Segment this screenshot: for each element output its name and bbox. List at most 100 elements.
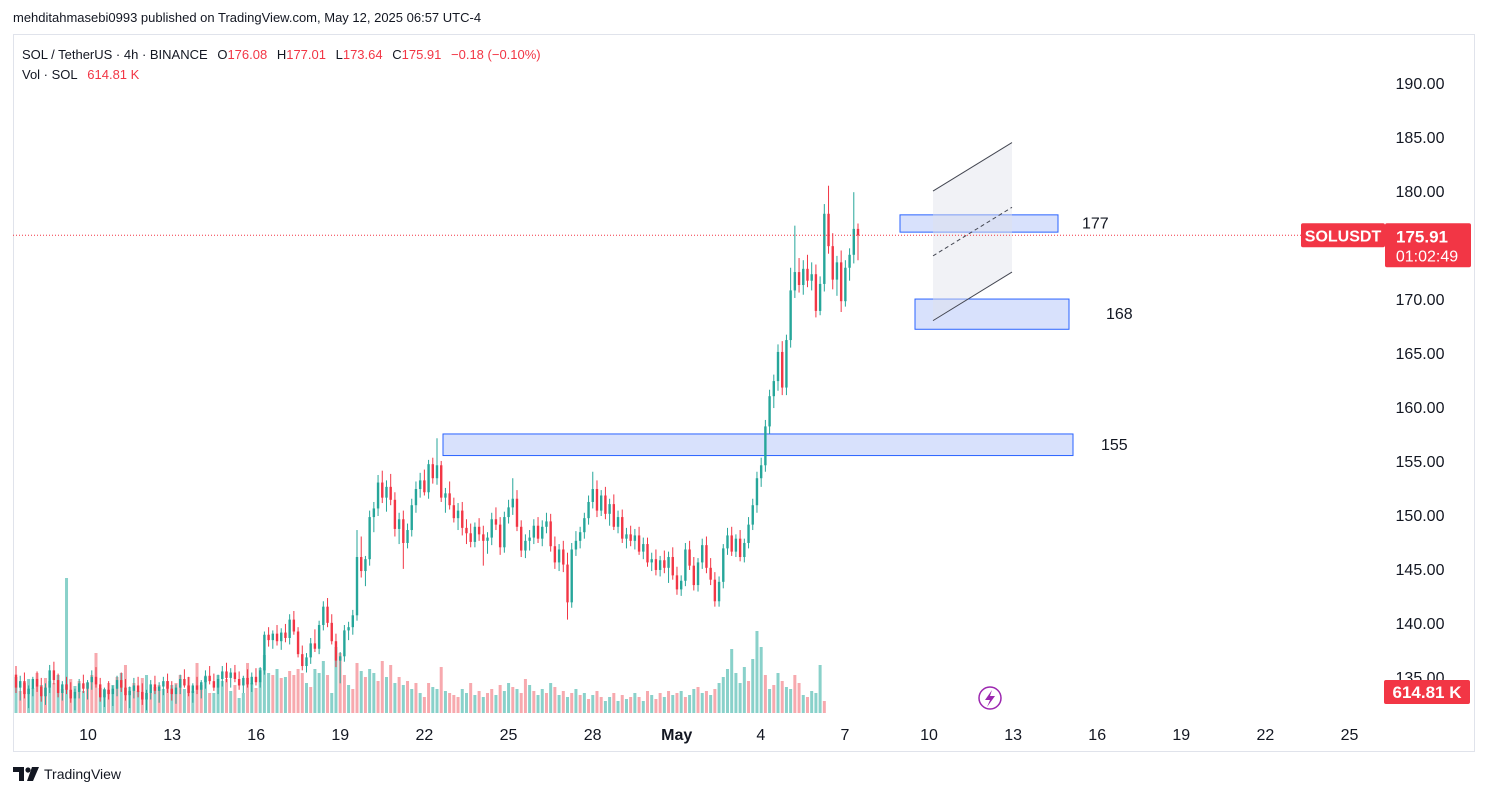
candle (40, 677, 43, 702)
candle-body (435, 465, 439, 479)
candle-body (839, 262, 843, 302)
price-axis-tick: 190.00 (1396, 76, 1445, 93)
volume-bar (334, 647, 338, 713)
volume-bar (747, 681, 751, 713)
chart-frame[interactable] (13, 34, 1475, 752)
candle (360, 536, 363, 578)
candle-body (212, 681, 216, 688)
candle-body (507, 507, 510, 518)
volume-bar (721, 677, 725, 713)
change-value: −0.18 (−0.10%) (451, 47, 541, 62)
candle-body (785, 340, 788, 388)
candle-body (629, 534, 632, 541)
candle-body (200, 682, 203, 690)
candle (195, 676, 199, 695)
candle-body (288, 619, 291, 638)
price-axis-tick: 140.00 (1396, 616, 1445, 633)
candle (696, 558, 700, 592)
volume-bar (536, 695, 540, 713)
candle (69, 682, 72, 703)
candle (166, 673, 169, 694)
candle (14, 666, 18, 694)
candle-body (397, 519, 401, 529)
candle-body (823, 213, 826, 284)
candle-body (818, 283, 822, 311)
volume-bar (641, 701, 645, 713)
candle-body (115, 680, 119, 689)
symbol-description[interactable]: SOL / TetherUS · 4h · BINANCE (22, 47, 208, 62)
volume-bar (182, 689, 186, 713)
symbol-tag-bg (1301, 223, 1385, 248)
candle (844, 260, 847, 307)
volume-bar (376, 681, 380, 713)
candle (284, 623, 287, 643)
price-axis-tick: 170.00 (1396, 292, 1445, 309)
candle-body (427, 464, 430, 493)
candle-body (355, 557, 359, 616)
volume-bar (14, 677, 18, 713)
support-resistance-zone[interactable] (442, 433, 1074, 457)
support-resistance-zone[interactable] (899, 214, 1059, 233)
candle-body (667, 557, 670, 568)
candle-body (86, 682, 89, 689)
candle (852, 192, 855, 264)
candle-body (233, 672, 237, 679)
symbol-tag[interactable]: SOLUSDT (1305, 228, 1382, 245)
candle-body (145, 693, 148, 700)
candle (667, 551, 670, 583)
candle (326, 598, 329, 628)
candle-body (166, 681, 169, 689)
zone-label: 168 (1106, 306, 1133, 323)
lightning-icon[interactable] (978, 686, 1002, 710)
candle (785, 334, 788, 396)
channel-upper-line[interactable] (932, 142, 1013, 192)
candle (722, 544, 725, 589)
candle-body (65, 684, 68, 690)
support-resistance-zone[interactable] (914, 298, 1070, 330)
candle-body (806, 268, 809, 281)
channel-mid-line[interactable] (932, 206, 1013, 257)
volume-label[interactable]: Vol · SOL (22, 67, 78, 82)
time-axis-tick: 16 (247, 727, 265, 744)
candle (427, 459, 430, 499)
candle (73, 688, 77, 711)
volume-bar (709, 695, 713, 713)
price-tags: SOLUSDT 175.91 01:02:49 614.81 K (1301, 223, 1471, 704)
candle (35, 671, 39, 692)
candle (128, 686, 131, 709)
volume-bar (250, 683, 254, 713)
candle (52, 661, 56, 685)
candle (221, 666, 224, 687)
candle (444, 487, 447, 513)
volume-bar (283, 677, 287, 713)
candle-body (591, 489, 594, 502)
volume-bar (730, 649, 734, 713)
candle-body (789, 290, 792, 341)
volume-bar (406, 681, 410, 713)
volume-bar (279, 678, 283, 713)
candle-body (31, 678, 35, 689)
candle-body (541, 526, 544, 539)
volume-bar (473, 695, 477, 713)
candle-body (448, 493, 451, 506)
candle-body (503, 517, 506, 548)
time-axis-tick: 7 (840, 727, 849, 744)
time-axis-tick: 13 (1004, 727, 1022, 744)
candle (747, 517, 750, 549)
volume-bar (359, 671, 363, 713)
tradingview-logo-icon (13, 767, 39, 781)
time-axis-tick: 10 (79, 727, 97, 744)
channel-lower-line[interactable] (932, 271, 1013, 322)
volume-bar (566, 697, 570, 713)
candle (418, 472, 422, 498)
candle-body (73, 691, 77, 699)
candle-body (511, 498, 514, 508)
candle (810, 262, 813, 291)
candle (448, 481, 451, 510)
tradingview-logo[interactable]: TradingView (13, 766, 121, 782)
volume-bar (149, 693, 153, 713)
candle (797, 258, 801, 293)
candle (237, 671, 241, 690)
volume-bar (292, 675, 296, 713)
